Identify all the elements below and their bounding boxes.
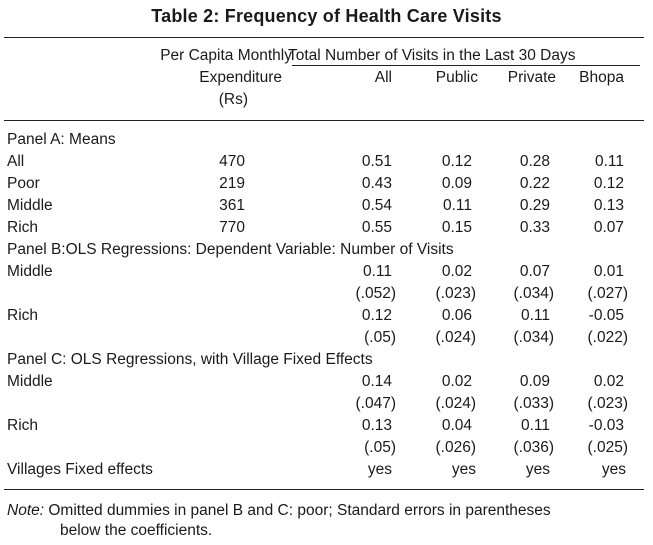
cell-bhopa: 0.07	[593, 219, 624, 236]
row-label: Rich	[7, 417, 39, 434]
cell-bhopa: -0.05	[588, 307, 624, 324]
cell-private: 0.11	[520, 307, 550, 324]
cell-private: 0.11	[520, 417, 550, 434]
cell-expenditure: 770	[219, 219, 245, 236]
bottom-rule	[4, 489, 644, 490]
row-label: Rich	[7, 307, 39, 324]
cell-private: 0.28	[519, 153, 550, 170]
cell-all: 0.11	[362, 263, 392, 280]
header-col-public: Public	[435, 69, 478, 86]
header-col-private: Private	[507, 69, 556, 86]
cell-private: 0.07	[519, 263, 550, 280]
cell-bhopa: (.023)	[587, 395, 629, 412]
cell-all: (.047)	[355, 395, 397, 412]
cell-bhopa: 0.01	[593, 263, 624, 280]
header-expenditure-line3: (Rs)	[218, 91, 248, 108]
row-label: All	[7, 153, 25, 170]
cell-public: (.024)	[435, 395, 477, 412]
cell-all: (.052)	[355, 285, 397, 302]
cell-private: (.036)	[513, 439, 555, 456]
cell-public: 0.15	[441, 219, 472, 236]
note-line2: below the coefficients.	[60, 522, 213, 539]
table-note: Note: Omitted dummies in panel B and C: …	[7, 501, 647, 541]
cell-bhopa: -0.03	[588, 417, 624, 434]
cell-all: 0.54	[361, 197, 392, 214]
row-label: Poor	[7, 175, 40, 192]
panel-b-heading: Panel B:OLS Regressions: Dependent Varia…	[7, 241, 454, 258]
header-expenditure-line2: Expenditure	[199, 69, 282, 86]
cell-all: yes	[367, 461, 392, 478]
header-visits-group: Total Number of Visits in the Last 30 Da…	[288, 47, 576, 64]
header-group-rule	[292, 65, 640, 66]
cell-all: 0.12	[361, 307, 392, 324]
top-rule	[4, 37, 644, 38]
cell-all: 0.14	[361, 373, 392, 390]
cell-public: yes	[451, 461, 476, 478]
cell-bhopa: (.025)	[587, 439, 629, 456]
table-title: Table 2: Frequency of Health Care Visits	[151, 6, 502, 26]
cell-bhopa: 0.12	[593, 175, 624, 192]
cell-public: 0.04	[441, 417, 472, 434]
cell-private: 0.22	[519, 175, 550, 192]
cell-bhopa: yes	[601, 461, 626, 478]
cell-public: 0.02	[441, 373, 472, 390]
note-line1: Omitted dummies in panel B and C: poor; …	[48, 502, 551, 519]
cell-bhopa: 0.11	[594, 153, 624, 170]
cell-bhopa: (.022)	[587, 329, 629, 346]
header-col-bhopa: Bhopa	[579, 69, 624, 86]
note-label: Note:	[7, 502, 45, 519]
cell-public: 0.06	[441, 307, 472, 324]
row-label: Middle	[7, 263, 53, 280]
cell-expenditure: 219	[219, 175, 245, 192]
cell-public: 0.09	[441, 175, 472, 192]
cell-expenditure: 470	[219, 153, 245, 170]
cell-private: (.034)	[513, 285, 555, 302]
cell-public: 0.12	[441, 153, 472, 170]
cell-public: 0.11	[442, 197, 472, 214]
cell-bhopa: 0.13	[593, 197, 624, 214]
cell-all: 0.43	[361, 175, 392, 192]
cell-all: (.05)	[364, 329, 396, 346]
cell-all: 0.51	[361, 153, 392, 170]
row-label: Villages Fixed effects	[7, 461, 153, 478]
row-label: Middle	[7, 373, 53, 390]
cell-public: (.026)	[435, 439, 477, 456]
cell-private: 0.09	[519, 373, 550, 390]
row-label: Rich	[7, 219, 39, 236]
cell-bhopa: (.027)	[587, 285, 629, 302]
header-expenditure-line1: Per Capita Monthly	[160, 47, 292, 64]
cell-all: 0.55	[361, 219, 392, 236]
header-col-all: All	[374, 69, 392, 86]
cell-private: (.034)	[513, 329, 555, 346]
cell-private: 0.33	[519, 219, 550, 236]
cell-public: (.024)	[435, 329, 477, 346]
panel-c-heading: Panel C: OLS Regressions, with Village F…	[7, 351, 373, 368]
cell-private: yes	[525, 461, 550, 478]
cell-private: (.033)	[513, 395, 555, 412]
panel-a-heading: Panel A: Means	[7, 131, 116, 148]
cell-private: 0.29	[519, 197, 550, 214]
cell-all: (.05)	[364, 439, 396, 456]
cell-expenditure: 361	[219, 197, 245, 214]
cell-all: 0.13	[361, 417, 392, 434]
header-bottom-rule	[4, 120, 644, 121]
cell-public: (.023)	[435, 285, 477, 302]
row-label: Middle	[7, 197, 53, 214]
cell-bhopa: 0.02	[593, 373, 624, 390]
cell-public: 0.02	[441, 263, 472, 280]
